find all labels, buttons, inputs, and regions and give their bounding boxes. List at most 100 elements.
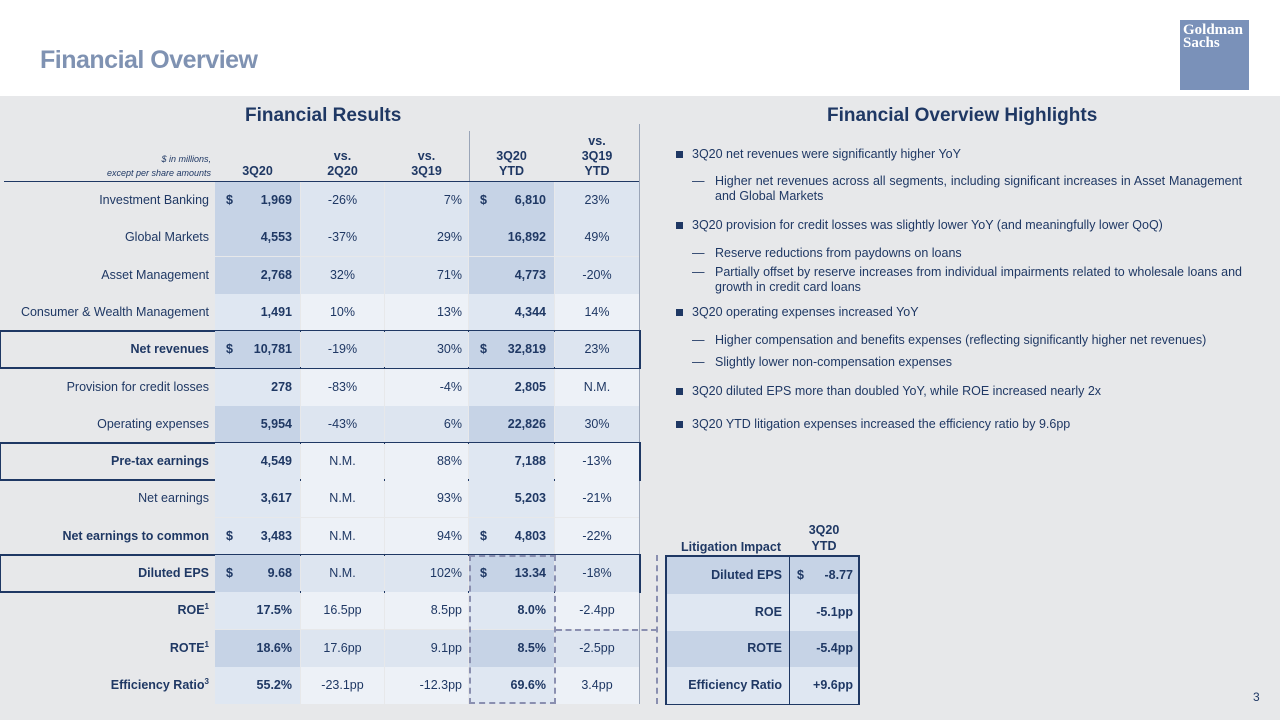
callout-connector-top [556, 629, 657, 631]
table-row: Net revenues $10,781 -19% 30% $32,819 23% [0, 330, 641, 370]
sub-bullet-text: Slightly lower non-compensation expenses [715, 355, 952, 369]
value-vs-2q20: -19% [301, 331, 384, 369]
row-label-text: Investment Banking [99, 193, 209, 207]
row-label-text: Asset Management [101, 267, 209, 282]
value-3q20: 278 [215, 368, 300, 406]
value-3q20-ytd: 69.6% [469, 666, 554, 704]
value-vs-3q19: 88% [385, 443, 468, 481]
row-label: Global Markets [0, 219, 209, 256]
column-header: vs. 2Q20 [301, 134, 384, 179]
column-header-line: 3Q20 [496, 149, 527, 163]
header-underline [4, 181, 639, 182]
row-label-text: Diluted EPS [138, 566, 209, 580]
row-label: Diluted EPS [0, 555, 209, 592]
value-vs-3q19-ytd: -13% [555, 443, 639, 481]
content-area: Financial Results $ in millions, except … [0, 96, 1280, 720]
value-vs-3q19: 6% [385, 405, 468, 443]
value-vs-3q19: 71% [385, 256, 468, 294]
value-text: 8.0% [517, 603, 547, 618]
highlight-sub-bullet: — Higher net revenues across all segments… [676, 174, 1242, 204]
value-text: 17.5% [256, 603, 292, 618]
table-right-border [639, 124, 640, 704]
bullet-square-icon [676, 309, 683, 316]
value-vs-3q19: 93% [385, 480, 468, 518]
value-3q20-ytd: $32,819 [469, 331, 554, 369]
highlight-bullet: 3Q20 net revenues were significantly hig… [676, 147, 1242, 162]
bullet-square-icon [676, 151, 683, 158]
value-vs-3q19-ytd: 49% [555, 219, 639, 257]
value-vs-3q19-ytd: -2.4pp [555, 592, 639, 630]
column-header-line: vs. [588, 134, 606, 148]
value-3q20: 4,553 [215, 219, 300, 257]
value-vs-2q20: -83% [301, 368, 384, 406]
value-3q20: $3,483 [215, 517, 300, 555]
dash-marker: — [692, 265, 705, 279]
row-label: ROE1 [0, 592, 209, 629]
table-row: Provision for credit losses 278 -83% -4% 2,8… [0, 368, 640, 406]
table-row: Diluted EPS $9.68 N.M. 102% $13.34 -18% [0, 554, 641, 593]
column-header: vs. 3Q19 [385, 134, 468, 179]
value-vs-3q19-ytd: -20% [555, 256, 639, 294]
litigation-row-value: -5.4pp [790, 630, 858, 668]
header-divider [469, 131, 470, 181]
eps-ytd-dashed-callout [469, 555, 556, 704]
litigation-row: Efficiency Ratio +9.6pp [667, 667, 858, 705]
financial-results-title: Financial Results [245, 105, 402, 126]
highlight-text: 3Q20 net revenues were significantly hig… [692, 147, 961, 161]
value-text: 4,553 [260, 230, 292, 245]
column-header-line [469, 134, 554, 149]
value-text: 5,954 [260, 416, 292, 431]
highlight-sub-bullet: — Reserve reductions from paydowns on loa… [676, 246, 1242, 261]
logo-line-1: Goldman [1183, 22, 1244, 38]
value-text: 278 [271, 379, 292, 394]
bullet-square-icon [676, 388, 683, 395]
column-header-line: 3Q19 [411, 164, 442, 178]
litigation-row-label: ROE [667, 593, 789, 631]
row-label-text: Consumer & Wealth Management [20, 304, 209, 319]
value-3q20-ytd: $13.34 [469, 555, 554, 592]
value-text: 22,826 [507, 416, 546, 431]
value-vs-3q19-ytd: 3.4pp [555, 666, 639, 704]
value-text: -5.1pp [816, 604, 853, 619]
column-header-line: vs. [417, 149, 436, 163]
value-vs-3q19-ytd: 23% [555, 331, 639, 369]
dash-marker: — [692, 355, 705, 369]
value-3q20-ytd: $6,810 [469, 182, 554, 219]
value-text: 7,188 [514, 454, 546, 469]
highlight-text: 3Q20 diluted EPS more than doubled YoY, … [692, 384, 1102, 398]
row-label-text: Net revenues [130, 342, 209, 357]
row-label-text: ROE [177, 603, 205, 618]
highlight-bullet: 3Q20 operating expenses increased YoY [676, 305, 1242, 320]
litigation-row-label: Efficiency Ratio [667, 667, 789, 705]
value-text: 4,803 [514, 528, 546, 543]
value-3q20: $1,969 [215, 182, 300, 219]
goldman-sachs-logo: Goldman Sachs [1180, 20, 1249, 90]
table-row: Net earnings 3,617 N.M. 93% 5,203 -21% [0, 480, 640, 518]
highlight-text: 3Q20 operating expenses increased YoY [692, 305, 919, 319]
value-vs-2q20: N.M. [301, 555, 384, 592]
value-3q20: 1,491 [215, 293, 300, 331]
value-text: 4,549 [260, 454, 292, 469]
table-row: Pre-tax earnings 4,549 N.M. 88% 7,188 -13% [0, 442, 641, 482]
value-text: 16,892 [507, 230, 546, 245]
litigation-row-value: $ -8.77 [790, 557, 858, 594]
column-header-line [215, 134, 300, 149]
table-row: Consumer & Wealth Management 1,491 10% 13% 4… [0, 293, 640, 331]
sub-bullet-text: Partially offset by reserve increases fr… [715, 265, 1242, 294]
table-row: Operating expenses 5,954 -43% 6% 22,826 30% [0, 405, 640, 443]
highlight-bullet: 3Q20 provision for credit losses was sli… [676, 218, 1242, 233]
value-vs-3q19: -12.3pp [385, 666, 468, 704]
row-label-text: Operating expenses [97, 416, 209, 431]
row-label-text: ROTE [169, 640, 205, 655]
litigation-row-label: Diluted EPS [667, 557, 789, 594]
row-label: Net revenues [0, 331, 209, 368]
value-text: +9.6pp [813, 678, 853, 693]
dollar-sign: $ [480, 342, 487, 357]
column-header-line: 3Q20 [242, 164, 273, 178]
value-vs-3q19: 29% [385, 219, 468, 257]
value-3q20: 4,549 [215, 443, 300, 481]
value-text: 4,344 [514, 304, 546, 319]
value-vs-3q19: 30% [385, 331, 468, 369]
value-vs-2q20: -43% [301, 405, 384, 443]
dollar-sign: $ [480, 566, 487, 580]
